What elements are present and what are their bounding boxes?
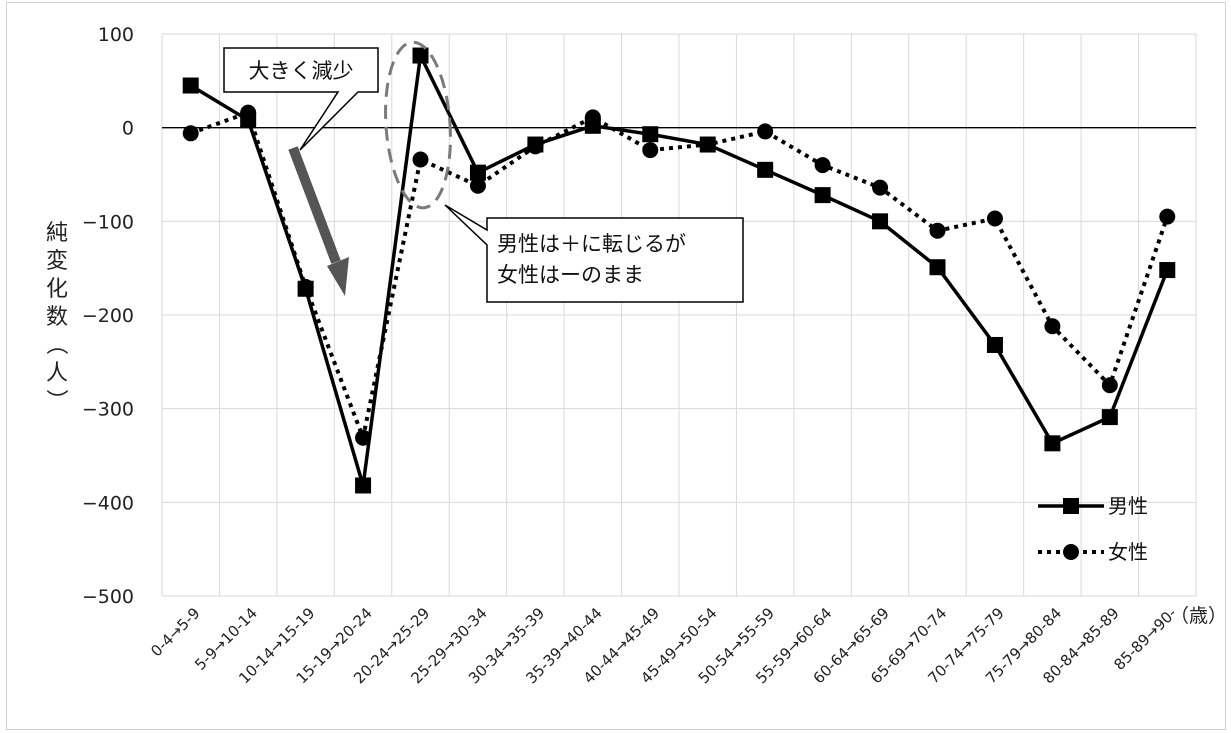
data-point-circle — [814, 157, 831, 174]
data-point-circle — [527, 138, 544, 155]
data-point-square — [872, 213, 889, 230]
x-tick-label: 0-4→5-9 — [147, 604, 203, 660]
callout-turn-box — [444, 204, 744, 303]
y-axis-title-char: 純 — [46, 221, 68, 246]
data-point-square — [814, 187, 831, 204]
data-point-square — [642, 126, 659, 143]
data-point-circle — [1044, 318, 1061, 335]
series-group — [182, 47, 1176, 494]
data-point-circle — [412, 151, 429, 168]
data-point-circle — [584, 109, 601, 126]
legend-marker — [1063, 498, 1079, 514]
y-axis-title-char: 数 — [46, 305, 68, 330]
y-tick-label: −400 — [82, 492, 134, 514]
data-point-square — [757, 161, 774, 178]
decrease-arrow-shaft — [288, 146, 341, 264]
data-point-square — [412, 47, 429, 64]
data-point-square — [1159, 262, 1176, 279]
decrease-arrow-head — [327, 257, 349, 296]
data-point-square — [986, 336, 1003, 353]
data-point-square — [182, 77, 199, 94]
data-point-square — [1101, 409, 1118, 426]
series-line-0 — [189, 49, 1169, 486]
callout-turn-text: 男性は＋に転じるが — [497, 232, 686, 256]
legend-label: 男性 — [1108, 494, 1148, 518]
x-unit-label: （歳） — [1170, 605, 1227, 627]
x-ticks: 0-4→5-95-9→10-1410-14→15-1915-19→20-2420… — [147, 604, 1180, 687]
y-tick-label: 100 — [98, 24, 134, 46]
y-tick-label: −200 — [82, 305, 134, 327]
data-point-circle — [929, 222, 946, 239]
data-point-circle — [355, 429, 372, 446]
data-point-circle — [757, 123, 774, 140]
data-point-circle — [240, 104, 257, 121]
y-tick-label: −500 — [82, 586, 134, 608]
callout-decrease-text: 大きく減少 — [249, 59, 354, 83]
y-axis-title-char: 化 — [46, 277, 68, 302]
y-ticks: 100 0 −100 −200 −300 −400 −500 — [82, 24, 134, 608]
data-point-square — [929, 259, 946, 276]
y-axis-title-char: （ — [43, 333, 68, 355]
data-point-circle — [872, 179, 889, 196]
callout-decrease-box — [223, 47, 379, 151]
y-tick-label: −100 — [82, 211, 134, 233]
y-axis-title-char: 変 — [46, 249, 68, 274]
data-point-circle — [297, 278, 314, 295]
highlight-ellipse — [384, 40, 452, 210]
legend-marker — [1063, 544, 1079, 560]
data-point-circle — [986, 210, 1003, 227]
callout-turn-text: 女性はーのまま — [497, 263, 644, 287]
data-point-square — [355, 477, 372, 494]
y-axis-title-char: ） — [43, 389, 68, 411]
y-axis-title-char: 人 — [46, 361, 68, 386]
data-point-square — [469, 164, 486, 181]
data-point-circle — [1101, 377, 1118, 394]
series-line-1 — [190, 110, 1170, 445]
chart-frame — [6, 2, 1226, 730]
data-point-circle — [469, 177, 486, 194]
y-tick-label: −300 — [82, 399, 134, 421]
data-point-circle — [182, 125, 199, 142]
grid — [161, 33, 1197, 597]
legend-label: 女性 — [1108, 540, 1148, 564]
data-point-circle — [642, 142, 659, 159]
data-point-circle — [1159, 208, 1176, 225]
data-point-circle — [699, 136, 716, 153]
y-tick-label: 0 — [122, 118, 134, 140]
data-point-square — [1044, 435, 1061, 452]
